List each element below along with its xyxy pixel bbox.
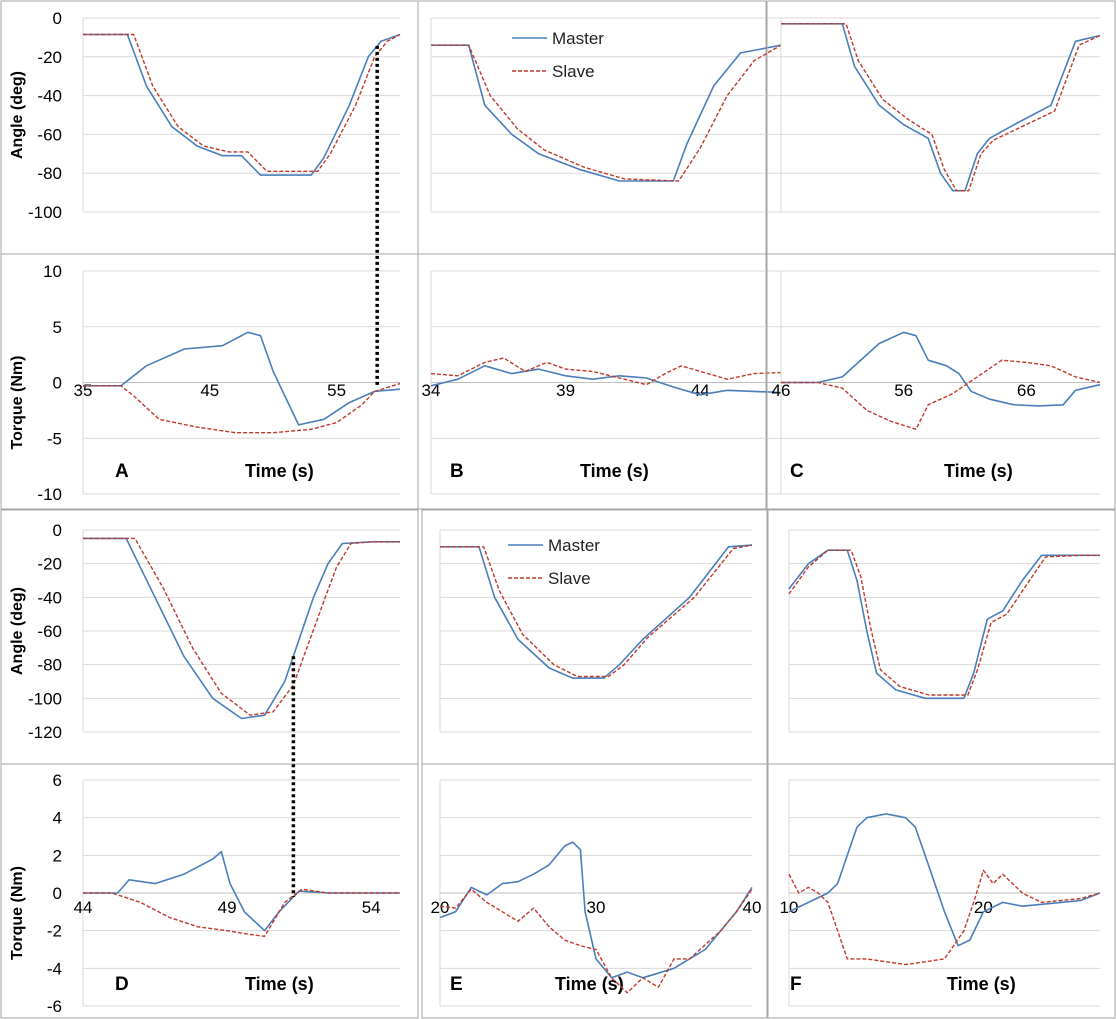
panel-a-xtick: 55 bbox=[327, 381, 346, 400]
panel-d-torque-frame bbox=[0, 763, 419, 1019]
panel-a-torque-ytick: 10 bbox=[43, 262, 62, 281]
panel-b-letter: B bbox=[450, 461, 464, 482]
panel-d-letter: D bbox=[115, 974, 129, 995]
panel-b-angle-slave-line bbox=[431, 44, 782, 182]
panel-a-torque-slave-line bbox=[83, 382, 401, 434]
panel-d-torque-ytick: 6 bbox=[53, 771, 62, 790]
panel-d-torque-master-line bbox=[83, 850, 400, 932]
panel-a-xtick: 35 bbox=[74, 381, 93, 400]
panel-f-angle-frame bbox=[767, 509, 1116, 765]
panel-a-angle-master-line bbox=[83, 33, 401, 176]
panel-c-xtick: 66 bbox=[1017, 381, 1036, 400]
panel-a-angle-ytick: -80 bbox=[37, 164, 62, 183]
panel-b-torque-master-line bbox=[430, 364, 782, 396]
panel-c-xlabel: Time (s) bbox=[944, 461, 1013, 481]
panel-d-angle-master-line bbox=[83, 537, 400, 720]
panel-c-xtick: 46 bbox=[772, 381, 791, 400]
panel-a-torque-ytick: 5 bbox=[53, 318, 62, 337]
panel-a-angle-ytick: -60 bbox=[37, 125, 62, 144]
panel-f-xtick: 20 bbox=[974, 898, 993, 917]
panel-d-angle-ytick: -100 bbox=[28, 689, 62, 708]
panel-f-xtick: 10 bbox=[780, 898, 799, 917]
panel-a-torque-ytick: -5 bbox=[47, 429, 62, 448]
panel-c-torque-slave-line bbox=[781, 359, 1101, 430]
panel-d-angle-ytick: -60 bbox=[37, 622, 62, 641]
panel-a-xlabel: Time (s) bbox=[245, 461, 314, 481]
panel-d-torque-ytick: -4 bbox=[47, 959, 62, 978]
panel-e-letter: E bbox=[450, 974, 463, 995]
panel-c-angle-master-line bbox=[781, 22, 1101, 192]
panel-f-torque-slave-line bbox=[788, 869, 1101, 966]
panel-b-torque-slave-line bbox=[430, 357, 782, 386]
panel-d-xtick: 49 bbox=[218, 898, 237, 917]
legend-e-slave-label: Slave bbox=[548, 569, 591, 588]
panel-b-xtick: 39 bbox=[556, 381, 575, 400]
panel-e-angle-master-line bbox=[440, 544, 753, 679]
panel-f-letter: F bbox=[790, 974, 802, 995]
panel-a-letter: A bbox=[115, 461, 129, 482]
legend-b-master-label: Master bbox=[552, 29, 604, 48]
panel-b-xlabel: Time (s) bbox=[580, 461, 649, 481]
panel-d-xtick: 44 bbox=[74, 898, 93, 917]
panel-b-xtick: 44 bbox=[691, 381, 710, 400]
panel-a-angle-ytick: 0 bbox=[53, 9, 62, 28]
panel-a-torque-ytick: 0 bbox=[53, 374, 62, 393]
panel-e-torque-frame bbox=[421, 763, 768, 1019]
panel-a-angle-slave-line bbox=[83, 33, 401, 173]
panel-b-xtick: 34 bbox=[422, 381, 441, 400]
panel-a-angle-ytick: -100 bbox=[28, 203, 62, 222]
panel-f-angle-master-line bbox=[788, 549, 1100, 700]
panel-d-angle-ylabel: Angle (deg) bbox=[9, 587, 26, 675]
panel-a-xtick: 45 bbox=[200, 381, 219, 400]
panel-f-angle-slave-line bbox=[788, 549, 1100, 696]
panel-e-xtick: 30 bbox=[587, 898, 606, 917]
panel-f-torque-frame bbox=[767, 763, 1116, 1019]
panel-d-torque-ytick: -6 bbox=[47, 997, 62, 1016]
panel-d-torque-ytick: -2 bbox=[47, 922, 62, 941]
panel-b-angle-master-line bbox=[431, 44, 782, 182]
panel-d-angle-slave-line bbox=[83, 537, 400, 716]
panel-c-torque-master-line bbox=[781, 331, 1101, 407]
panel-c-xtick: 56 bbox=[894, 381, 913, 400]
panel-d-angle-ytick: -20 bbox=[37, 555, 62, 574]
panel-a-torque-master-line bbox=[83, 331, 401, 426]
panel-c-torque-frame bbox=[766, 253, 1116, 510]
panel-e-torque-slave-line bbox=[439, 888, 753, 994]
panel-c-angle-frame bbox=[766, 0, 1116, 255]
panel-d-angle-ytick: -120 bbox=[28, 723, 62, 742]
panel-a-angle-ylabel: Angle (deg) bbox=[9, 71, 26, 159]
panel-e-xtick: 20 bbox=[431, 898, 450, 917]
panel-a-angle-ytick: -20 bbox=[37, 48, 62, 67]
panel-d-xlabel: Time (s) bbox=[245, 974, 314, 994]
panel-d-angle-ytick: -40 bbox=[37, 588, 62, 607]
panel-e-torque-master-line bbox=[439, 841, 753, 979]
panel-d-xtick: 54 bbox=[362, 898, 381, 917]
panel-a-angle-ytick: -40 bbox=[37, 87, 62, 106]
panel-e-xtick: 40 bbox=[743, 898, 762, 917]
panel-a-angle-frame bbox=[0, 0, 419, 255]
panel-e-xlabel: Time (s) bbox=[555, 974, 624, 994]
panel-d-angle-frame bbox=[0, 509, 419, 765]
panel-d-torque-ylabel: Torque (Nm) bbox=[9, 866, 26, 960]
legend-b-slave-label: Slave bbox=[552, 62, 595, 81]
panel-b-torque-frame bbox=[417, 253, 767, 510]
panel-e-angle-slave-line bbox=[440, 544, 753, 678]
panel-f-xlabel: Time (s) bbox=[947, 974, 1016, 994]
panel-d-angle-ytick: 0 bbox=[53, 521, 62, 540]
panel-d-torque-slave-line bbox=[83, 888, 400, 937]
panel-a-torque-ytick: -10 bbox=[37, 485, 62, 504]
legend-e-master-label: Master bbox=[548, 536, 600, 555]
panel-d-torque-ytick: 2 bbox=[53, 846, 62, 865]
panel-d-torque-ytick: 0 bbox=[53, 884, 62, 903]
panel-c-angle-slave-line bbox=[781, 23, 1101, 192]
panel-a-torque-ylabel: Torque (Nm) bbox=[9, 356, 26, 450]
panel-d-torque-ytick: 4 bbox=[53, 809, 62, 828]
panel-f-torque-master-line bbox=[788, 813, 1101, 947]
panel-c-letter: C bbox=[790, 461, 804, 482]
panel-d-angle-ytick: -80 bbox=[37, 656, 62, 675]
